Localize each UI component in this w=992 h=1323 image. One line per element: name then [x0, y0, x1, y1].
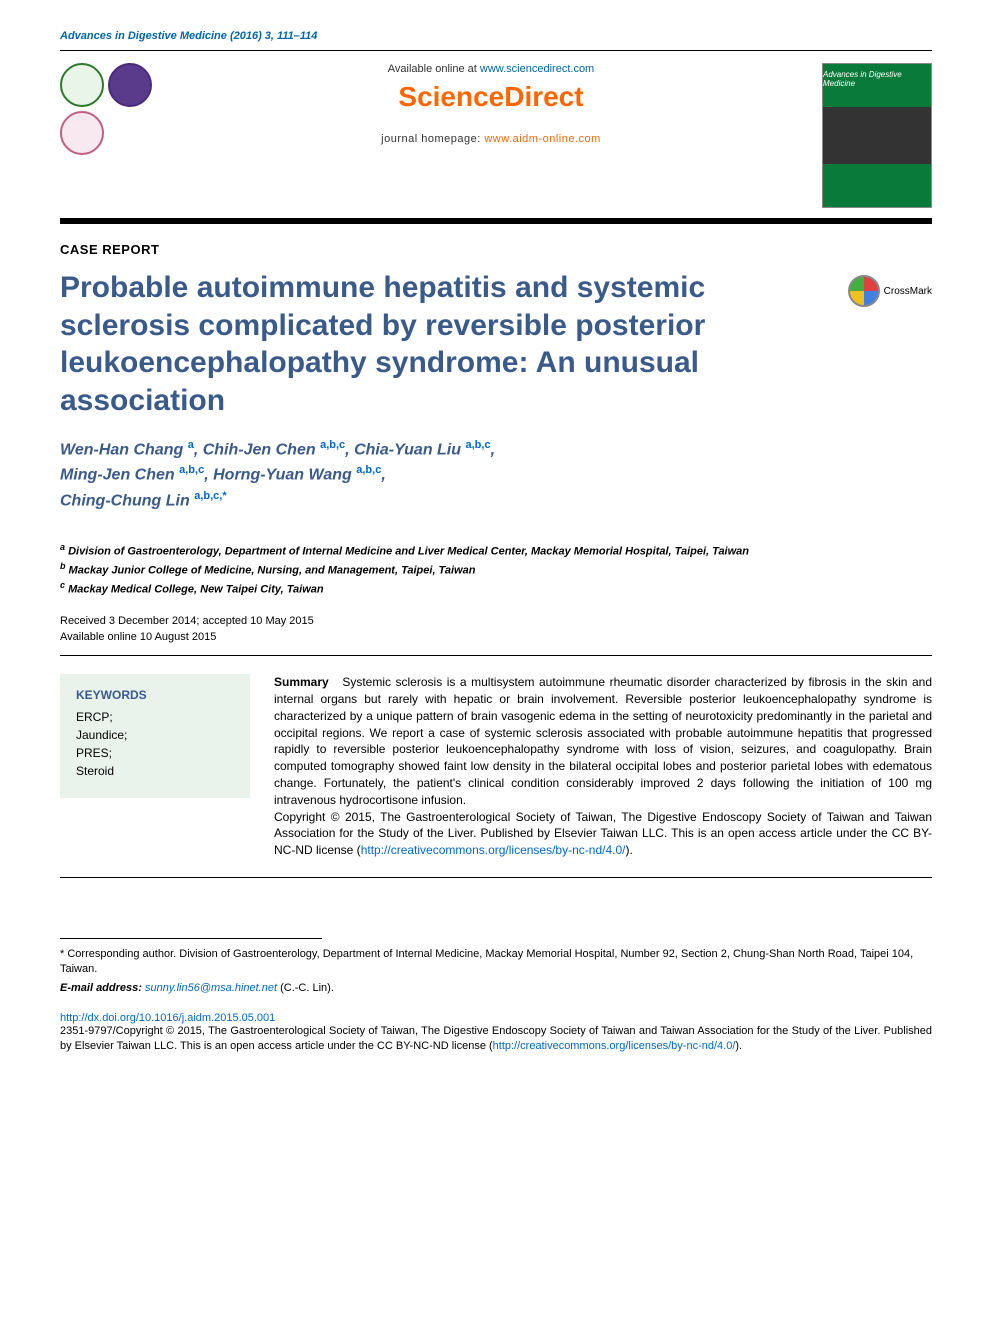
- crossmark-icon: [848, 275, 880, 307]
- footnote-rule: [60, 938, 322, 939]
- keywords-heading: KEYWORDS: [76, 688, 234, 702]
- journal-cover-thumbnail: Advances in Digestive Medicine: [822, 63, 932, 208]
- crossmark-badge[interactable]: CrossMark: [848, 275, 932, 307]
- authors-list: Wen-Han Chang a, Chih-Jen Chen a,b,c, Ch…: [60, 437, 932, 513]
- thick-separator: [60, 218, 932, 224]
- keywords-box: KEYWORDS ERCP;Jaundice;PRES;Steroid: [60, 674, 250, 798]
- affiliations-list: a Division of Gastroenterology, Departme…: [60, 541, 932, 598]
- corresponding-email-link[interactable]: sunny.lin56@msa.hinet.net: [145, 982, 277, 994]
- footer-copyright: 2351-9797/Copyright © 2015, The Gastroen…: [60, 1024, 932, 1055]
- available-online-date: Available online 10 August 2015: [60, 630, 932, 645]
- society-logo-icon: [60, 63, 104, 107]
- doi-link[interactable]: http://dx.doi.org/10.1016/j.aidm.2015.05…: [60, 1012, 275, 1024]
- summary-label: Summary: [274, 675, 329, 689]
- journal-reference: Advances in Digestive Medicine (2016) 3,…: [60, 30, 932, 42]
- journal-homepage-link[interactable]: www.aidm-online.com: [484, 133, 600, 145]
- publisher-header: Available online at www.sciencedirect.co…: [60, 63, 932, 208]
- footer-cc-link[interactable]: http://creativecommons.org/licenses/by-n…: [493, 1040, 736, 1052]
- society-logos: [60, 63, 160, 155]
- sciencedirect-logo[interactable]: ScienceDirect: [180, 81, 802, 113]
- society-logo-icon: [108, 63, 152, 107]
- sciencedirect-url-link[interactable]: www.sciencedirect.com: [480, 63, 594, 75]
- journal-homepage-text: journal homepage: www.aidm-online.com: [180, 133, 802, 145]
- article-type-label: CASE REPORT: [60, 242, 932, 257]
- society-logo-icon: [60, 111, 104, 155]
- article-title: Probable autoimmune hepatitis and system…: [60, 269, 832, 419]
- publication-dates: Received 3 December 2014; accepted 10 Ma…: [60, 614, 932, 645]
- cc-license-link[interactable]: http://creativecommons.org/licenses/by-n…: [361, 843, 626, 857]
- summary-abstract: Summary Systemic sclerosis is a multisys…: [274, 674, 932, 859]
- mid-rule: [60, 655, 932, 656]
- received-accepted-date: Received 3 December 2014; accepted 10 Ma…: [60, 614, 932, 629]
- available-online-text: Available online at www.sciencedirect.co…: [180, 63, 802, 75]
- corresponding-author-note: * Corresponding author. Division of Gast…: [60, 947, 932, 978]
- keywords-list: ERCP;Jaundice;PRES;Steroid: [76, 708, 234, 780]
- crossmark-label: CrossMark: [884, 286, 932, 297]
- abstract-end-rule: [60, 877, 932, 878]
- corresponding-email-line: E-mail address: sunny.lin56@msa.hinet.ne…: [60, 982, 932, 994]
- top-rule: [60, 50, 932, 51]
- summary-body: Systemic sclerosis is a multisystem auto…: [274, 675, 932, 807]
